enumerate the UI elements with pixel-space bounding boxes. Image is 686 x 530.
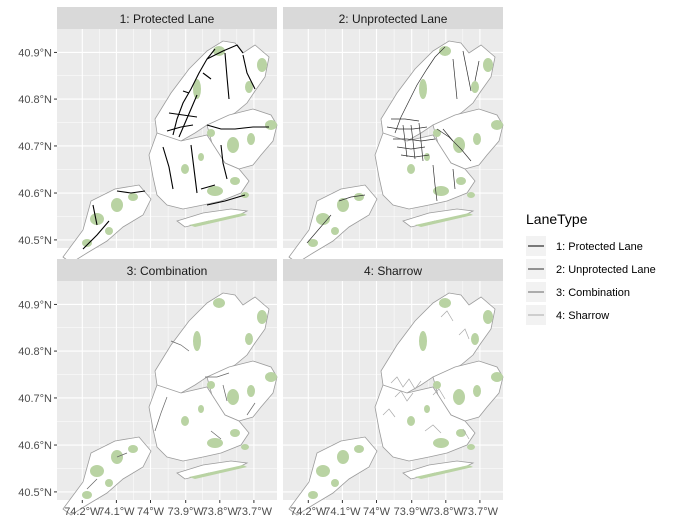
x-tick-label: 74°W bbox=[363, 506, 391, 518]
legend-title: LaneType bbox=[526, 211, 588, 227]
y-tick-label: 40.7°N bbox=[18, 393, 52, 405]
facet-strip bbox=[57, 259, 277, 281]
facet-panel: 1: Protected Lane 40.9°N 40.8°N 40.7°N 40.6°… bbox=[18, 7, 278, 264]
x-tick-label: 73.7°W bbox=[462, 506, 499, 518]
x-tick-label: 73.9°W bbox=[168, 506, 205, 518]
x-tick-label: 73.8°W bbox=[202, 506, 239, 518]
facet-strip bbox=[57, 7, 277, 29]
facet-label: 3: Combination bbox=[127, 264, 208, 278]
facet-label: 4: Sharrow bbox=[364, 264, 422, 278]
legend-entry-label: 1: Protected Lane bbox=[556, 241, 643, 253]
x-tick-label: 74.1°W bbox=[324, 506, 361, 518]
x-tick-label: 73.9°W bbox=[394, 506, 431, 518]
y-tick-label: 40.8°N bbox=[18, 346, 52, 358]
x-tick-label: 74.1°W bbox=[98, 506, 135, 518]
facet-panel: 2: Unprotected Lane bbox=[283, 7, 504, 264]
facet-strip bbox=[283, 259, 503, 281]
x-tick-label: 73.7°W bbox=[236, 506, 273, 518]
facet-strip bbox=[283, 7, 503, 29]
y-tick-label: 40.7°N bbox=[18, 141, 52, 153]
y-tick-label: 40.8°N bbox=[18, 94, 52, 106]
y-tick-label: 40.9°N bbox=[18, 299, 52, 311]
x-tick-label: 73.8°W bbox=[428, 506, 465, 518]
facet-panel: 3: Combination 40.9°N 40.8°N 40.7°N 40.6°N 40… bbox=[18, 259, 278, 518]
facet-label: 2: Unprotected Lane bbox=[339, 12, 448, 26]
x-tick-label: 74.2°W bbox=[64, 506, 101, 518]
x-tick-label: 74°W bbox=[137, 506, 165, 518]
y-tick-label: 40.5°N bbox=[18, 487, 52, 499]
x-tick-label: 74.2°W bbox=[290, 506, 327, 518]
y-tick-label: 40.9°N bbox=[18, 47, 52, 59]
facet-label: 1: Protected Lane bbox=[120, 12, 215, 26]
legend-entry-label: 4: Sharrow bbox=[556, 310, 609, 322]
y-tick-label: 40.6°N bbox=[18, 188, 52, 200]
facet-panel: 4: Sharrow 74.2°W74.1°W 74°W 73.9°W73.8°W73… bbox=[283, 259, 504, 518]
legend: LaneType 1: Protected Lane 2: Unprotected … bbox=[526, 211, 656, 325]
legend-entry-label: 3: Combination bbox=[556, 287, 630, 299]
y-tick-label: 40.5°N bbox=[18, 235, 52, 247]
y-tick-label: 40.6°N bbox=[18, 440, 52, 452]
legend-entry-label: 2: Unprotected Lane bbox=[556, 264, 656, 276]
